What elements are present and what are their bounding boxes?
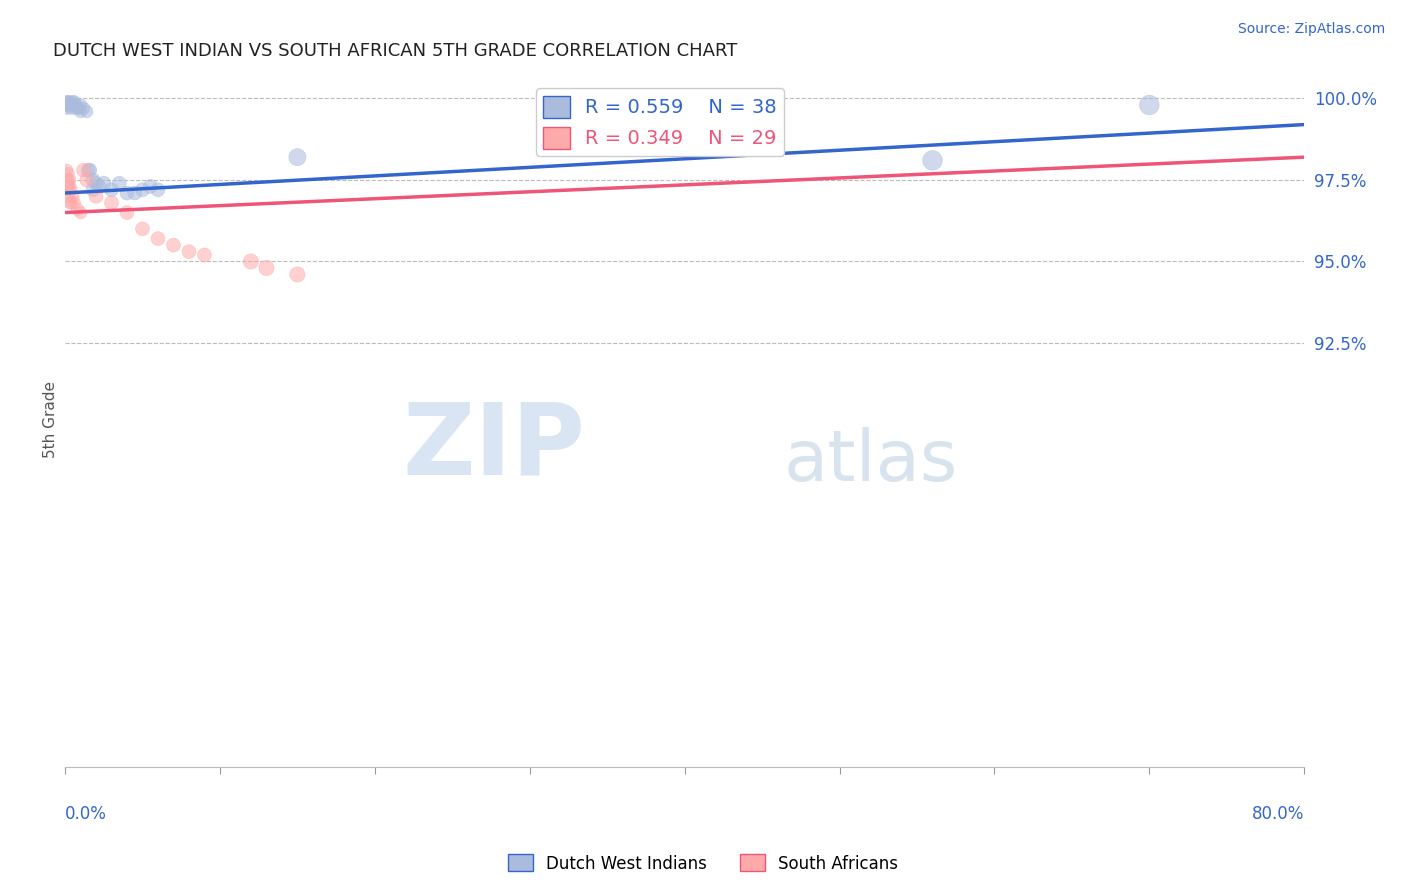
Point [56,166,79,180]
Point [131,183,153,197]
Point [254,260,277,275]
Point [55,95,77,109]
Point [100,195,122,210]
Point [59,98,82,112]
Point [56,173,79,187]
Point [287,150,309,164]
Point [62,98,84,112]
Point [89,179,111,194]
Point [67,101,90,115]
Point [84,176,107,190]
Point [287,268,309,282]
Point [55,183,77,197]
Point [79,163,101,178]
Point [59,173,82,187]
Point [66,101,89,115]
Point [60,101,83,115]
Point [59,95,82,109]
Point [146,183,169,197]
Point [239,254,262,268]
Point [56,179,79,194]
Point [65,101,87,115]
Point [76,173,98,187]
Point [124,186,146,200]
Point [162,238,184,252]
Point [59,195,82,210]
Point [177,244,200,259]
Point [84,189,107,203]
Point [72,163,94,178]
Point [100,183,122,197]
Y-axis label: 5th Grade: 5th Grade [44,381,58,458]
Point [69,205,91,219]
Point [108,176,131,190]
Point [82,183,104,197]
Text: Source: ZipAtlas.com: Source: ZipAtlas.com [1237,22,1385,37]
Legend: R = 0.559    N = 38, R = 0.349    N = 29: R = 0.559 N = 38, R = 0.349 N = 29 [536,88,783,156]
Text: 0.0%: 0.0% [65,805,107,823]
Point [93,176,115,190]
Point [69,104,91,119]
Point [56,95,79,109]
Point [66,202,89,217]
Point [65,98,87,112]
Point [1137,98,1160,112]
Point [55,163,77,178]
Point [72,101,94,115]
Point [60,98,83,112]
Point [63,195,86,210]
Text: 80.0%: 80.0% [1251,805,1305,823]
Point [55,173,77,187]
Point [60,183,83,197]
Text: DUTCH WEST INDIAN VS SOUTH AFRICAN 5TH GRADE CORRELATION CHART: DUTCH WEST INDIAN VS SOUTH AFRICAN 5TH G… [52,42,737,60]
Point [82,173,104,187]
Point [69,98,91,112]
Point [56,189,79,203]
Point [63,98,86,112]
Point [115,186,138,200]
Point [193,248,215,262]
Point [76,104,98,119]
Legend: Dutch West Indians, South Africans: Dutch West Indians, South Africans [501,847,905,880]
Point [62,95,84,109]
Point [115,205,138,219]
Point [62,189,84,203]
Point [60,195,83,210]
Text: atlas: atlas [783,426,957,496]
Point [59,179,82,194]
Point [56,98,79,112]
Point [921,153,943,168]
Point [63,95,86,109]
Point [139,179,162,194]
Text: ZIP: ZIP [402,399,585,496]
Point [146,232,169,246]
Point [131,222,153,236]
Point [55,101,77,115]
Point [77,163,100,178]
Point [55,98,77,112]
